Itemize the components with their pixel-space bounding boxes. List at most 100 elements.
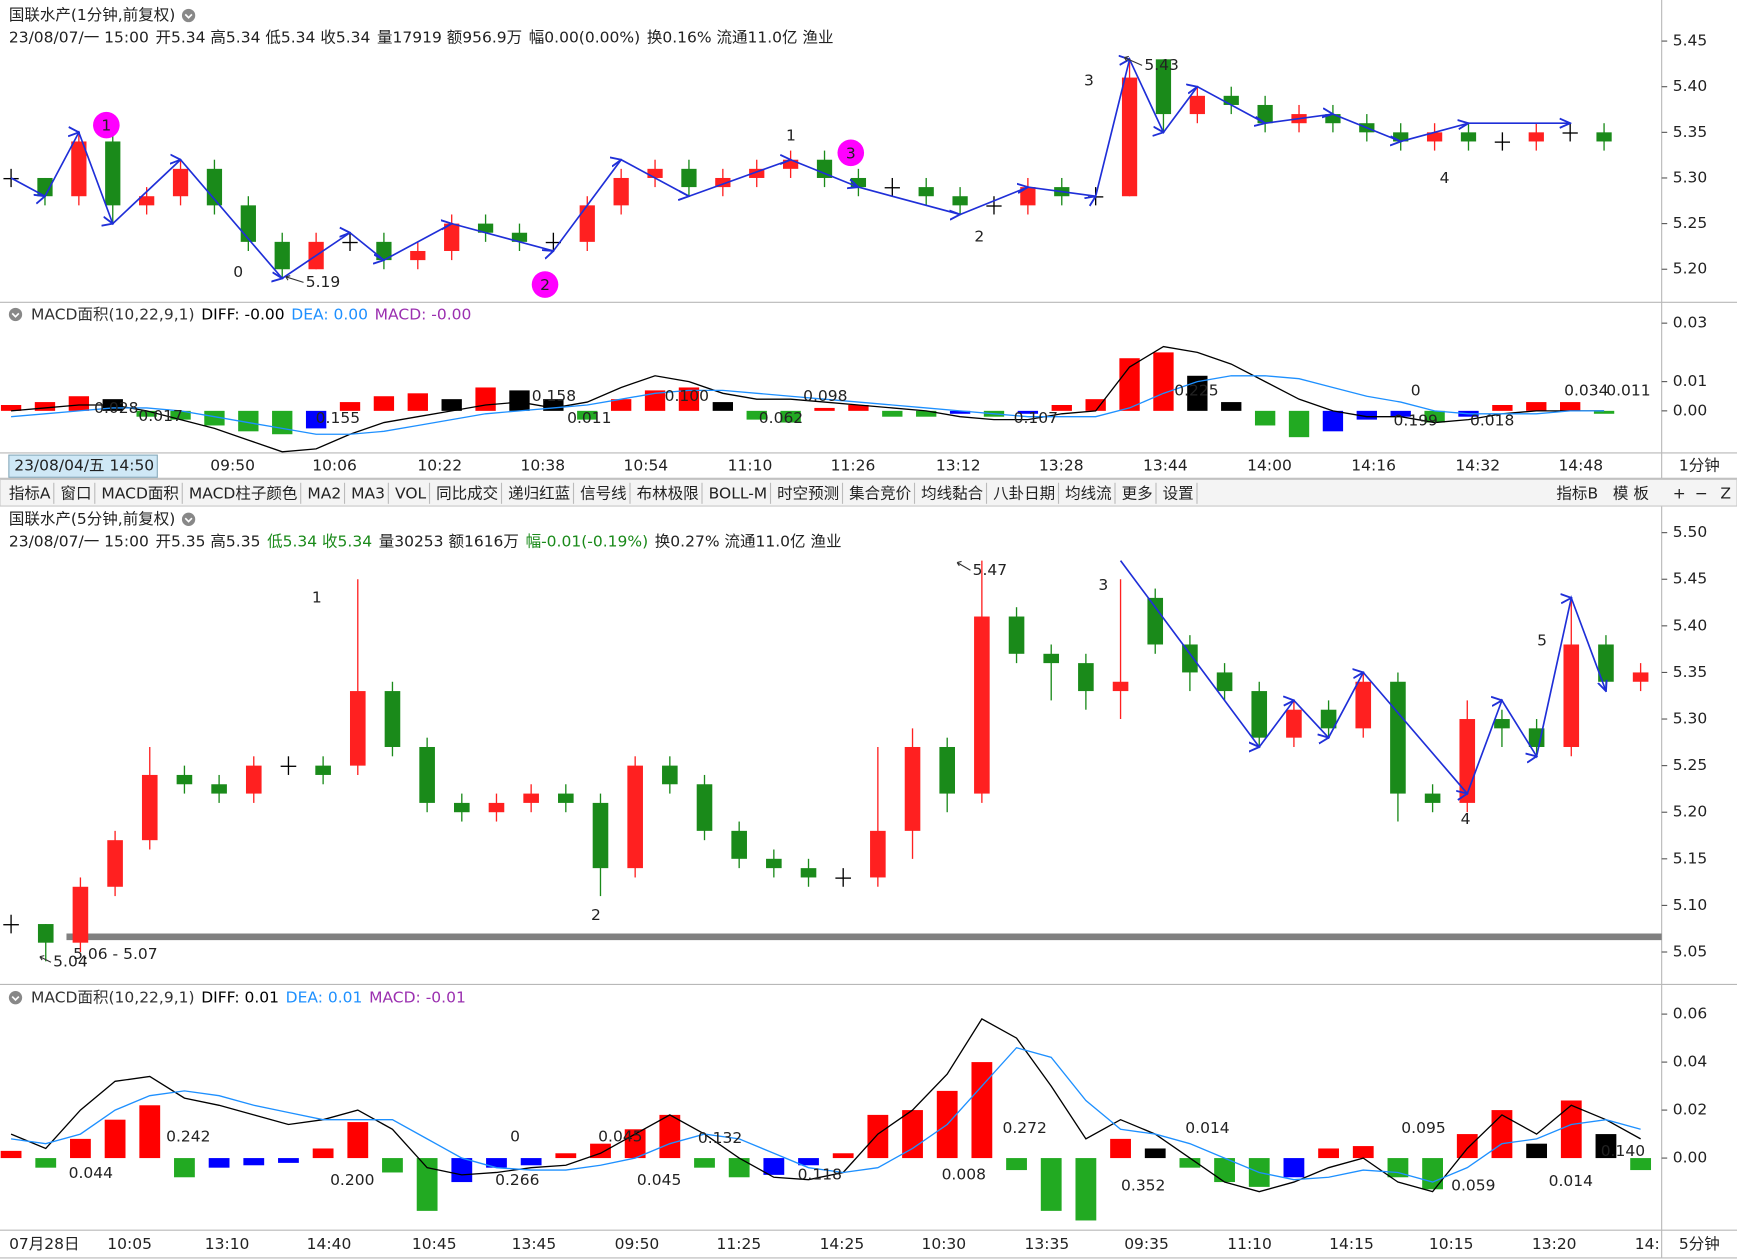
macd-bar — [208, 1158, 230, 1168]
macd-bar — [416, 1158, 438, 1211]
dropdown-icon[interactable] — [8, 307, 23, 322]
macd-bar — [486, 1158, 507, 1168]
candle-body — [1459, 719, 1476, 803]
period-label[interactable]: 5分钟 — [1679, 1235, 1720, 1253]
toolbar-button[interactable]: + — [1673, 484, 1686, 502]
macd-bar — [1085, 399, 1106, 411]
candle-body — [1424, 793, 1441, 803]
macd-bar — [1322, 410, 1344, 432]
toolbar-tab[interactable]: 递归红蓝 — [508, 484, 570, 502]
indicator-legend-item: MACD: -0.00 — [375, 305, 472, 323]
toolbar-tab[interactable]: 窗口 — [60, 484, 91, 502]
macd-bar — [543, 399, 564, 411]
macd-bar — [1187, 375, 1208, 411]
toolbar-tab[interactable]: BOLL-M — [709, 484, 768, 502]
macd-bar — [1424, 410, 1445, 423]
macd-bar — [1110, 1138, 1131, 1159]
candle-body — [1182, 644, 1198, 673]
candle-body — [280, 765, 297, 767]
area-label: 0.059 — [1451, 1176, 1495, 1194]
time-label: 13:45 — [512, 1235, 557, 1253]
toolbar-button[interactable]: 模 板 — [1613, 484, 1649, 502]
candle-body — [1008, 616, 1025, 654]
candle-body — [904, 746, 921, 831]
macd-bar — [1595, 1134, 1617, 1159]
macd-bar — [832, 1153, 854, 1159]
macd-bar — [407, 393, 428, 411]
candle-body — [681, 168, 697, 188]
indicator-legend-item: DIFF: 0.01 — [201, 988, 279, 1006]
area-label: 0.100 — [665, 387, 709, 405]
wave-label: 4 — [1461, 810, 1471, 828]
toolbar-tab[interactable]: 指标A — [9, 484, 51, 502]
candle-body — [37, 924, 54, 943]
y-tick-label: 5.40 — [1673, 616, 1708, 634]
candle-body — [1216, 672, 1233, 692]
dropdown-icon[interactable] — [181, 512, 196, 526]
candle-body — [835, 877, 851, 879]
dropdown-chevron — [11, 312, 20, 318]
time-label: 10:45 — [412, 1235, 457, 1253]
toolbar-button[interactable]: 指标B — [1556, 484, 1598, 502]
candle-body — [523, 793, 539, 803]
toolbar-tab[interactable]: 更多 — [1122, 484, 1153, 502]
toolbar-tab[interactable]: 集合竞价 — [849, 484, 912, 502]
macd-bar — [902, 1110, 923, 1159]
candle-body — [986, 205, 1002, 207]
time-label: 14:48 — [1558, 457, 1603, 475]
toolbar-tab[interactable]: VOL — [395, 484, 427, 502]
toolbar-tab[interactable]: MA3 — [351, 484, 385, 502]
macd-bar — [1526, 402, 1547, 411]
dropdown-icon[interactable] — [181, 8, 196, 23]
macd-bar — [746, 410, 767, 420]
wave-label: 4 — [1440, 169, 1450, 187]
time-label: 14:32 — [1455, 457, 1500, 475]
toolbar-tab[interactable]: 信号线 — [580, 484, 627, 502]
quote-info-item: 低5.34 收5.34 — [267, 532, 372, 550]
candle-body — [1043, 653, 1060, 664]
macd-bar — [1179, 1158, 1201, 1168]
candle-body — [592, 802, 609, 869]
dropdown-icon[interactable] — [8, 991, 23, 1005]
period-label[interactable]: 1分钟 — [1679, 457, 1720, 475]
candle-body — [613, 177, 629, 206]
toolbar-tab[interactable]: 布林极限 — [637, 484, 699, 502]
macd-bar — [798, 1158, 819, 1166]
macd-bar — [1144, 1148, 1166, 1159]
quote-info-item: 量17919 额956.9万 — [377, 28, 522, 46]
toolbar-button[interactable]: − — [1695, 484, 1708, 502]
toolbar-tab[interactable]: MACD面积 — [101, 484, 178, 502]
toolbar-tab[interactable]: 设置 — [1163, 484, 1194, 502]
wave-label: 0 — [233, 263, 243, 281]
toolbar-tab[interactable]: MACD柱子颜色 — [189, 484, 297, 502]
candle-body — [696, 784, 713, 831]
macd-bar — [1051, 405, 1072, 411]
quote-info-item: 量30253 额1616万 — [379, 532, 519, 550]
macd-bar — [610, 399, 632, 411]
time-highlight — [8, 454, 158, 478]
candle-body — [1189, 95, 1205, 115]
toolbar-tab[interactable]: 八卦日期 — [993, 484, 1055, 502]
macd-bar — [1119, 358, 1140, 411]
toolbar-button[interactable]: Z — [1720, 484, 1731, 502]
candle-body — [384, 691, 401, 747]
toolbar-tab[interactable]: 时空预测 — [777, 484, 839, 502]
circled-marker — [93, 111, 120, 139]
y-tick-label: 0.04 — [1673, 1053, 1708, 1071]
macd-bar — [916, 410, 937, 417]
toolbar-tab[interactable]: 均线黏合 — [921, 484, 984, 502]
quote-info: 23/08/07/一 15:00 开5.34 高5.34 低5.34 收5.34 量… — [9, 28, 834, 46]
macd-bar — [1214, 1158, 1235, 1183]
toolbar-tab[interactable]: 同比成交 — [436, 484, 498, 502]
quote-info: 23/08/07/一 15:00 开5.35 高5.35 低5.34 收5.34 量3… — [9, 532, 842, 550]
macd-bar — [441, 399, 462, 411]
area-label: 0 — [1411, 381, 1421, 399]
time-label: 14: — [1635, 1235, 1660, 1253]
price-label: 5.19 — [306, 273, 341, 291]
area-label: 0.140 — [1601, 1142, 1645, 1160]
toolbar-tab[interactable]: 均线流 — [1065, 484, 1112, 502]
toolbar-tab[interactable]: MA2 — [307, 484, 341, 502]
indicator-legend: MACD面积(10,22,9,1) DIFF: -0.00 DEA: 0.00 MAC… — [31, 305, 471, 323]
candle-body — [1355, 681, 1372, 729]
